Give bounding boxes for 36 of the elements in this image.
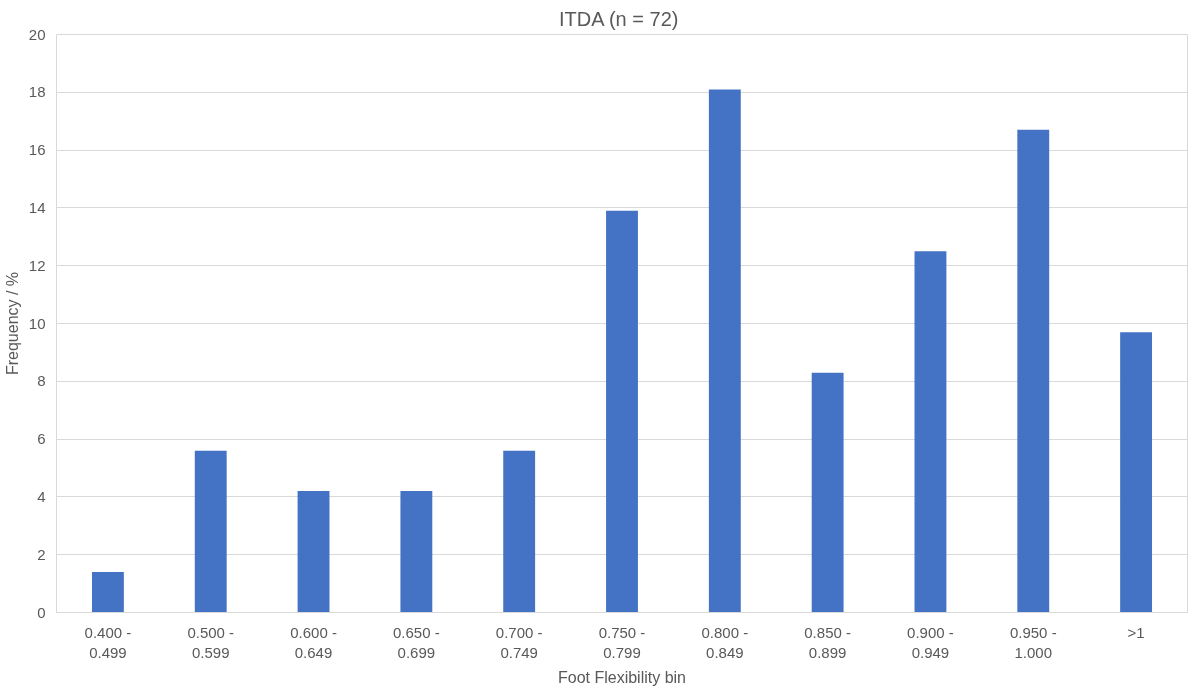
y-tick-label: 0 (37, 603, 46, 621)
x-tick-label: 0.600 - 0.649 (290, 623, 337, 661)
bar (914, 251, 947, 613)
x-tick-label: 0.750 - 0.799 (598, 623, 646, 661)
bar (91, 572, 124, 613)
x-tick-label: 0.950 - 1.000 (1009, 623, 1057, 661)
y-tick-label: 4 (37, 487, 46, 505)
y-tick-label: 16 (28, 141, 46, 159)
x-tick-label: >1 (1127, 623, 1145, 641)
x-tick-label: 0.850 - 0.899 (804, 623, 851, 661)
x-tick-label: 0.500 - 0.599 (187, 623, 235, 661)
bar (1017, 129, 1050, 613)
x-tick-label: 0.400 - 0.499 (84, 623, 132, 661)
x-axis-title: Foot Flexibility bin (557, 668, 687, 686)
bar (194, 450, 227, 613)
y-tick-label: 10 (28, 314, 46, 332)
y-tick-label: 18 (28, 83, 46, 101)
y-axis-title: Frequency / % (3, 271, 21, 376)
y-tick-label: 6 (37, 430, 46, 448)
chart-title: ITDA (n = 72) (558, 7, 679, 30)
x-tick-label: 0.900 - 0.949 (907, 623, 954, 661)
bar (606, 210, 638, 613)
x-tick-label: 0.650 - 0.699 (393, 623, 440, 661)
bar (708, 89, 741, 613)
bar (811, 372, 844, 613)
bar (297, 491, 330, 613)
y-tick-label: 2 (37, 545, 46, 563)
y-tick-label: 8 (37, 372, 46, 390)
x-tick-label: 0.800 - 0.849 (701, 623, 749, 661)
bar (1120, 332, 1153, 613)
y-tick-label: 14 (28, 198, 46, 216)
bar (503, 450, 536, 613)
y-tick-label: 12 (28, 256, 46, 274)
y-tick-label: 20 (28, 25, 46, 43)
bar (400, 491, 433, 613)
x-tick-label: 0.700 - 0.749 (495, 623, 543, 661)
